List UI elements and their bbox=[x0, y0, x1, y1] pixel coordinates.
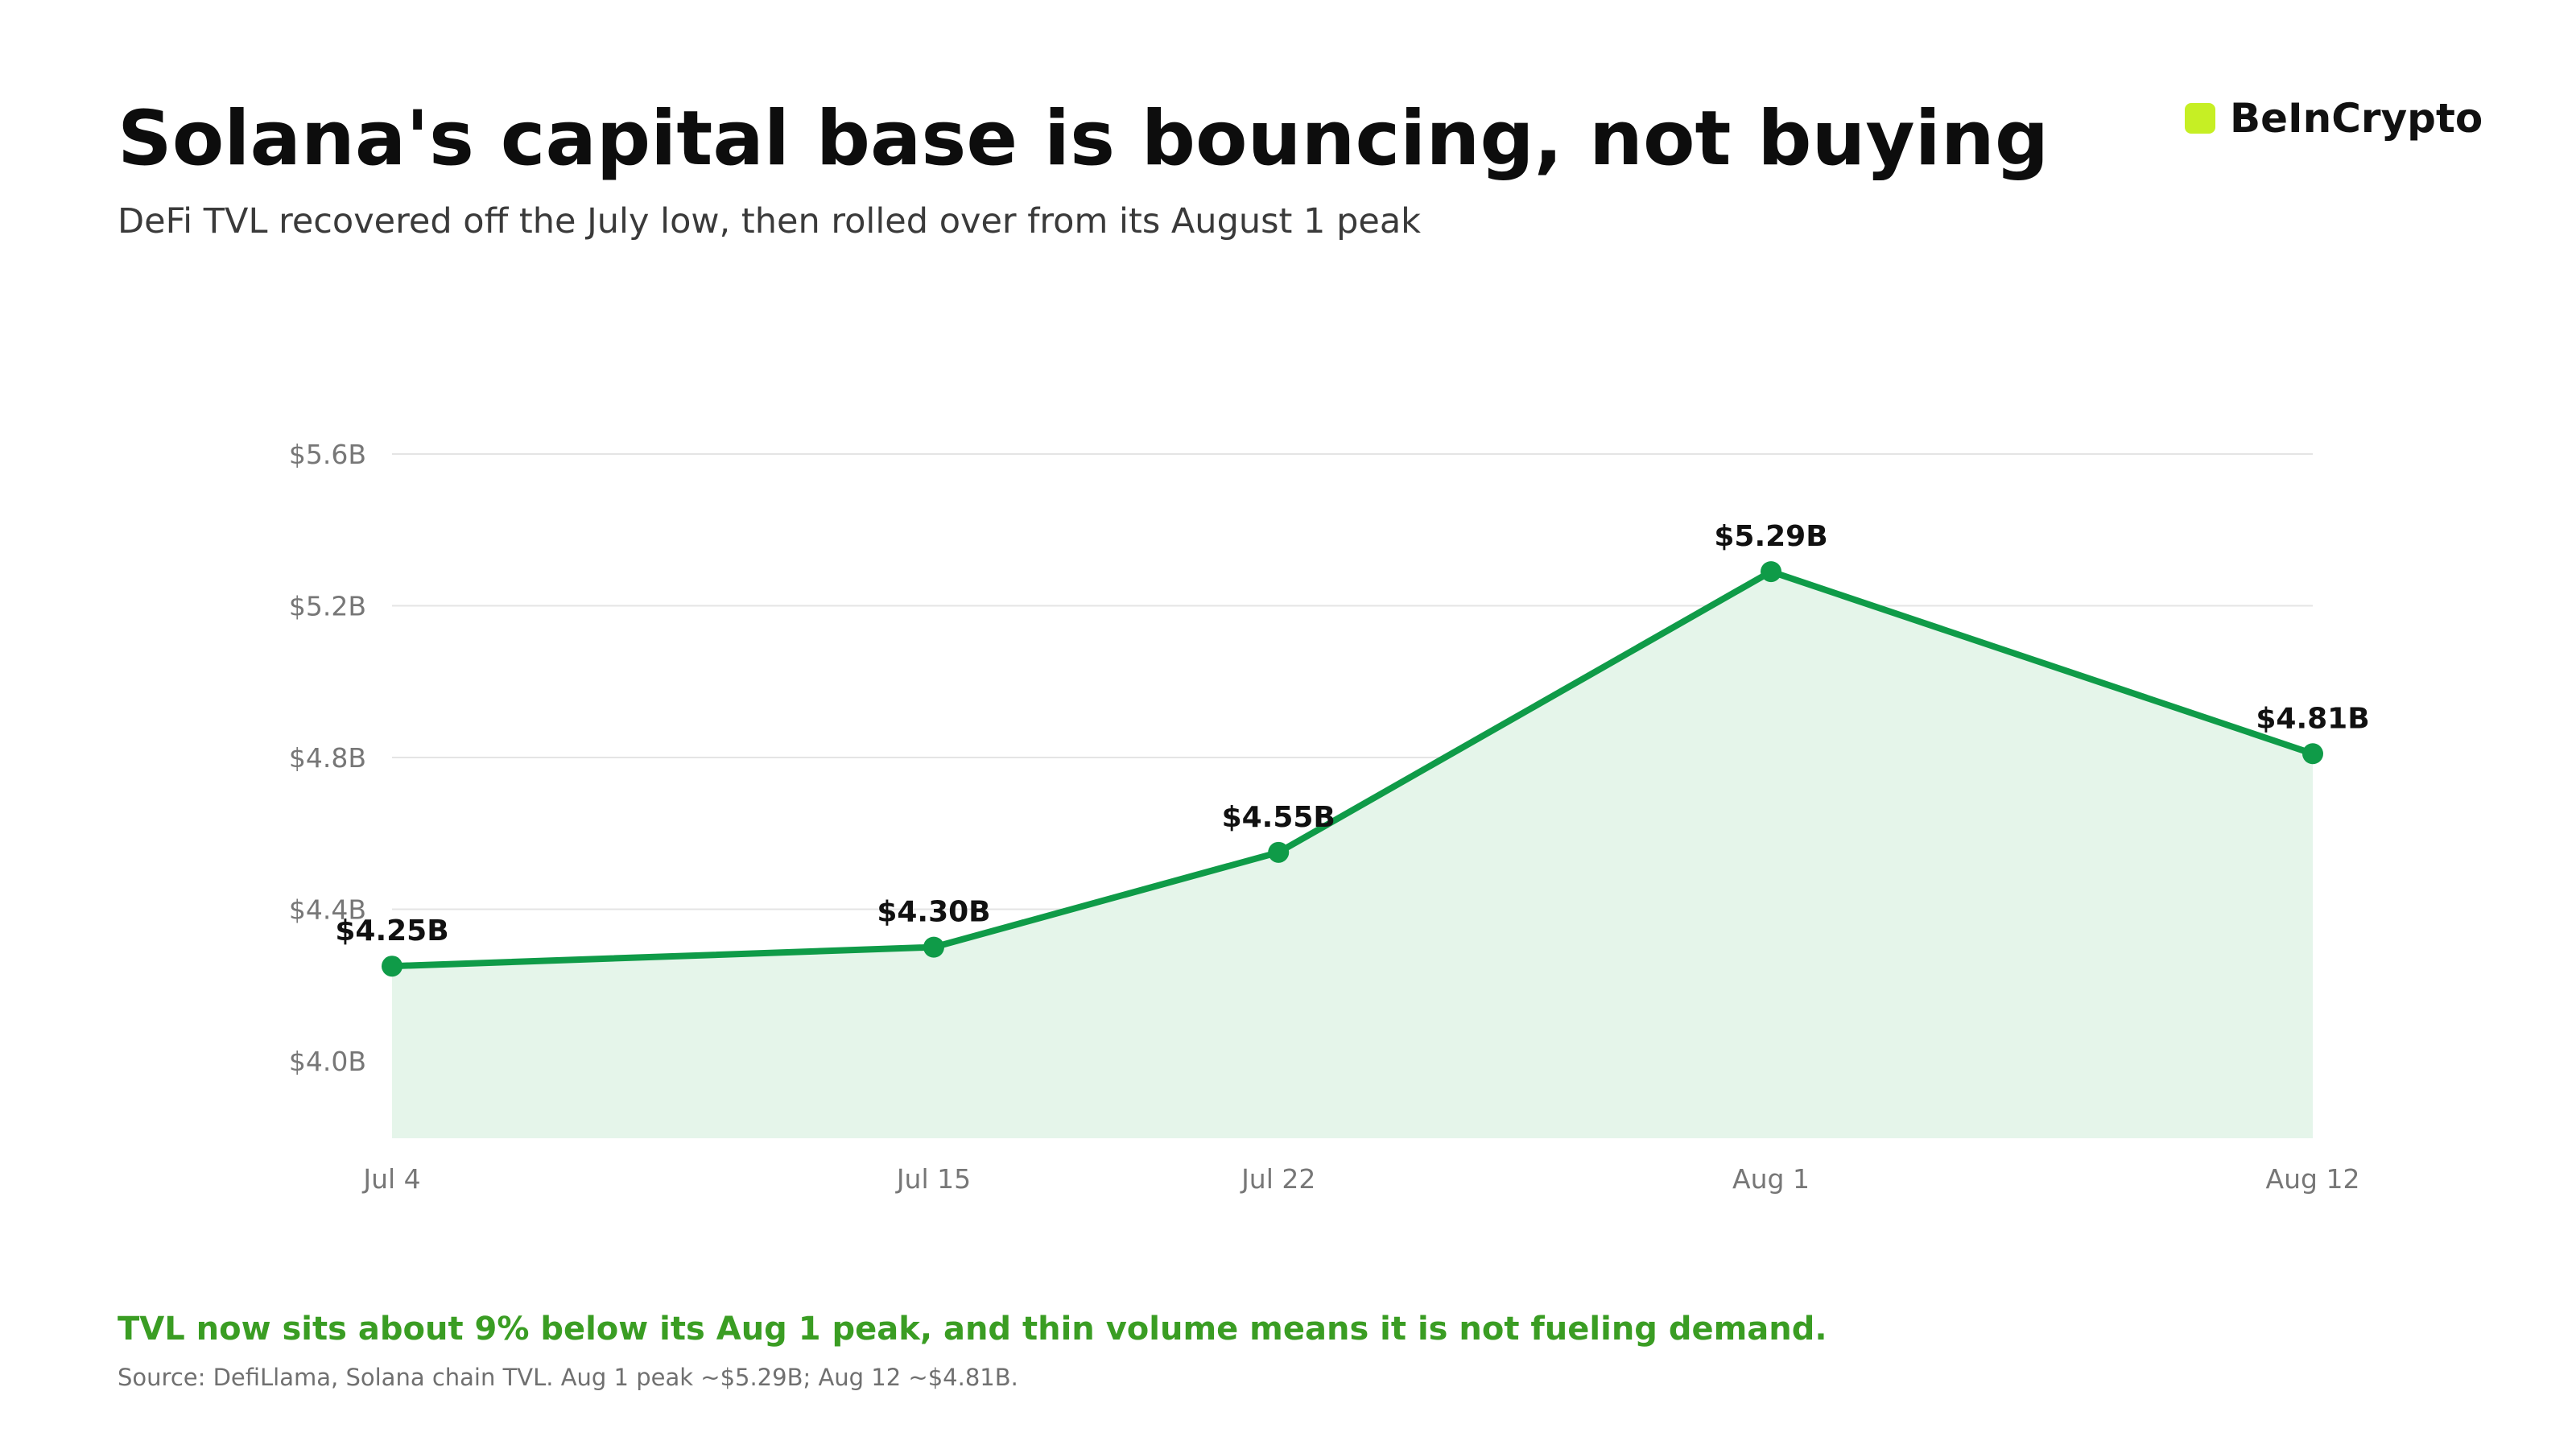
brand-logo: BeInCrypto bbox=[2185, 95, 2483, 142]
brand-mark-icon bbox=[2185, 103, 2215, 134]
y-tick-label: $4.8B bbox=[289, 742, 366, 774]
data-point bbox=[2302, 743, 2323, 765]
data-label: $4.30B bbox=[877, 896, 990, 929]
x-tick-label: Jul 22 bbox=[1240, 1163, 1315, 1195]
y-axis-ticks: $4.0B $4.4B $4.8B $5.2B $5.6B bbox=[289, 439, 366, 1077]
data-label: $4.81B bbox=[2256, 702, 2369, 735]
source-note: Source: DefiLlama, Solana chain TVL. Aug… bbox=[118, 1364, 1018, 1391]
data-points bbox=[382, 561, 2323, 977]
takeaway-text: TVL now sits about 9% below its Aug 1 pe… bbox=[118, 1311, 1827, 1348]
area-fill bbox=[392, 572, 2313, 1138]
brand-name: BeInCrypto bbox=[2230, 95, 2483, 142]
x-tick-label: Aug 12 bbox=[2266, 1163, 2360, 1195]
data-label: $5.29B bbox=[1714, 520, 1827, 553]
chart-title: Solana's capital base is bouncing, not b… bbox=[118, 95, 2050, 183]
y-tick-label: $5.6B bbox=[289, 439, 366, 470]
y-tick-label: $4.4B bbox=[289, 894, 366, 926]
y-tick-label: $4.0B bbox=[289, 1046, 366, 1077]
data-label: $4.25B bbox=[335, 914, 448, 947]
data-point bbox=[382, 956, 402, 977]
data-point bbox=[923, 936, 944, 958]
x-tick-label: Jul 4 bbox=[361, 1163, 420, 1195]
data-label: $4.55B bbox=[1222, 801, 1335, 834]
data-point bbox=[1268, 841, 1290, 863]
x-tick-label: Jul 15 bbox=[895, 1163, 971, 1195]
x-tick-label: Aug 1 bbox=[1732, 1163, 1810, 1195]
area-fill-path bbox=[392, 572, 2313, 1138]
x-axis-ticks: Jul 4 Jul 15 Jul 22 Aug 1 Aug 12 bbox=[361, 1163, 2359, 1195]
data-point bbox=[1761, 561, 1782, 583]
data-labels: $4.25B $4.30B $4.55B $5.29B $4.81B bbox=[335, 520, 2369, 947]
chart-subtitle: DeFi TVL recovered off the July low, the… bbox=[118, 201, 1422, 242]
y-tick-label: $5.2B bbox=[289, 591, 366, 622]
